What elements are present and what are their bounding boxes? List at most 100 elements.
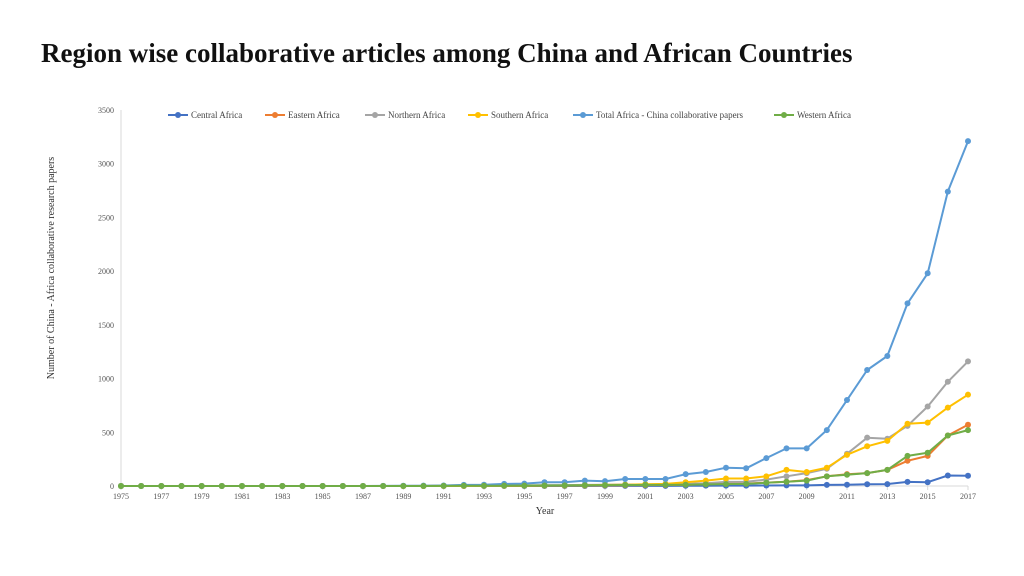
- x-tick-label: 2005: [718, 492, 734, 501]
- legend-marker: [781, 112, 787, 118]
- data-point: [763, 455, 770, 462]
- data-point: [138, 483, 145, 489]
- data-point: [924, 270, 931, 277]
- data-point: [440, 482, 447, 489]
- data-point: [904, 452, 911, 459]
- legend-item: Southern Africa: [468, 110, 548, 120]
- data-point: [864, 443, 871, 450]
- x-tick-label: 1985: [315, 492, 331, 501]
- data-point: [602, 482, 608, 489]
- data-point: [924, 403, 931, 410]
- data-point: [844, 471, 850, 478]
- x-tick-label: 2013: [879, 492, 895, 501]
- series-western-africa: [118, 427, 971, 489]
- legend-marker: [372, 112, 378, 118]
- chart-axes: 0 500 1000 1500 2000 2500 3000 3500 1975 1977 1979…: [98, 106, 976, 501]
- legend-item: Northern Africa: [365, 110, 445, 120]
- data-point: [965, 427, 971, 434]
- data-point: [904, 420, 911, 427]
- x-tick-label: 1975: [113, 492, 129, 501]
- data-point: [965, 421, 971, 428]
- data-point: [541, 482, 548, 489]
- x-tick-label: 2015: [920, 492, 936, 501]
- data-point: [622, 476, 629, 483]
- data-point: [944, 188, 951, 195]
- data-point: [622, 482, 629, 489]
- legend-label: Southern Africa: [491, 110, 548, 120]
- x-tick-label: 1979: [194, 492, 210, 501]
- legend-marker: [580, 112, 586, 118]
- y-tick-label: 2000: [98, 267, 114, 276]
- data-point: [380, 483, 387, 489]
- legend-label: Northern Africa: [388, 110, 445, 120]
- data-point: [561, 482, 568, 489]
- data-point: [944, 378, 951, 385]
- data-point: [783, 473, 790, 480]
- data-point: [702, 469, 709, 476]
- x-tick-label: 2017: [960, 492, 976, 501]
- data-point: [682, 471, 689, 478]
- data-point: [924, 479, 931, 486]
- data-point: [844, 481, 850, 488]
- data-point: [299, 483, 306, 489]
- legend-item: Western Africa: [774, 110, 851, 120]
- data-point: [844, 451, 850, 458]
- data-point: [944, 432, 951, 439]
- x-tick-label: 2011: [839, 492, 855, 501]
- data-point: [944, 472, 951, 479]
- data-point: [763, 479, 770, 486]
- data-point: [521, 482, 528, 489]
- data-point: [965, 138, 971, 145]
- data-point: [924, 419, 931, 426]
- data-point: [763, 473, 770, 480]
- x-tick-label: 1997: [557, 492, 573, 501]
- data-point: [783, 478, 790, 485]
- legend-item: Central Africa: [168, 110, 242, 120]
- x-tick-label: 1993: [476, 492, 492, 501]
- legend-item: Total Africa - China collaborative paper…: [573, 110, 744, 120]
- data-point: [702, 481, 709, 488]
- data-point: [884, 353, 891, 360]
- legend-item: Eastern Africa: [265, 110, 340, 120]
- data-point: [218, 483, 225, 489]
- y-tick-label: 3500: [98, 106, 114, 115]
- x-tick-label: 2001: [637, 492, 653, 501]
- data-point: [783, 466, 790, 473]
- data-point: [481, 482, 487, 489]
- y-tick-label: 1000: [98, 375, 114, 384]
- legend-marker: [175, 112, 181, 118]
- data-point: [642, 476, 649, 483]
- data-point: [884, 437, 891, 444]
- y-tick-label: 0: [110, 482, 114, 491]
- data-point: [279, 483, 286, 489]
- data-point: [783, 445, 790, 452]
- data-point: [198, 483, 205, 489]
- x-tick-label: 1999: [597, 492, 613, 501]
- data-point: [662, 476, 669, 483]
- data-point: [400, 483, 407, 489]
- data-point: [823, 427, 830, 434]
- series-eastern-africa: [118, 421, 971, 489]
- y-tick-label: 500: [102, 428, 114, 437]
- data-point: [360, 483, 366, 489]
- data-point: [924, 449, 931, 456]
- data-point: [803, 477, 810, 484]
- series-northern-africa: [118, 358, 971, 489]
- data-point: [823, 481, 830, 488]
- data-point: [158, 483, 165, 489]
- data-point: [743, 465, 750, 472]
- legend-label: Total Africa - China collaborative paper…: [596, 110, 744, 120]
- x-tick-label: 2003: [678, 492, 694, 501]
- data-point: [581, 482, 588, 489]
- y-tick-label: 3000: [98, 160, 114, 169]
- data-point: [844, 397, 850, 404]
- chart-series: [118, 138, 971, 489]
- x-tick-label: 2009: [799, 492, 815, 501]
- x-tick-label: 1995: [516, 492, 532, 501]
- data-point: [420, 483, 427, 489]
- y-tick-label: 1500: [98, 321, 114, 330]
- y-axis-title: Number of China - Africa collaborative r…: [46, 157, 57, 380]
- data-point: [803, 445, 810, 452]
- legend-label: Central Africa: [191, 110, 242, 120]
- data-point: [339, 483, 346, 489]
